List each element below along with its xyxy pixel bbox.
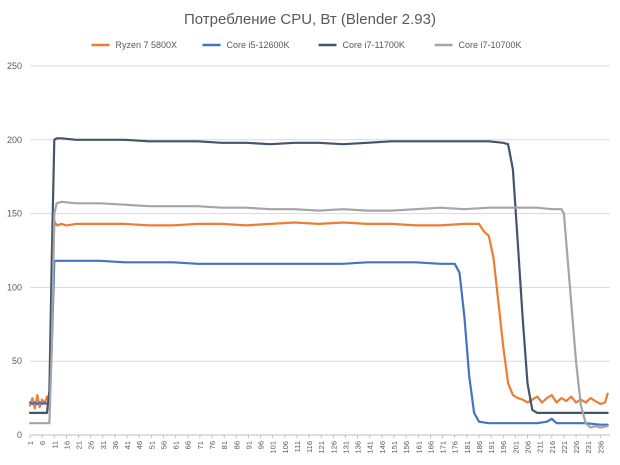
x-tick-label: 206 [523,441,532,454]
x-tick-label: 196 [499,441,508,454]
x-tick-label: 231 [584,441,593,454]
x-tick-label: 161 [414,441,423,454]
x-tick-label: 236 [596,441,605,454]
x-tick-label: 81 [220,441,229,449]
x-tick-label: 11 [50,441,59,449]
x-tick-label: 141 [366,441,375,454]
x-tick-label: 201 [511,441,520,454]
x-tick-label: 21 [75,441,84,449]
y-axis-tick-labels: 0 50 100 150 200 250 [7,61,22,440]
series-line-0 [28,219,609,410]
y-tick-label: 50 [12,356,22,366]
x-tick-label: 26 [87,441,96,449]
x-tick-label: 151 [390,441,399,454]
x-axis-tick-labels: 1 6 11 16 21 26 31 36 41 46 51 56 61 66 71 76 81 86 91 96 10… [26,435,605,454]
legend-label: Ryzen 7 5800X [116,40,178,50]
legend-label: Core i5-12600K [227,40,290,50]
x-tick-label: 191 [487,441,496,454]
chart-title: Потребление CPU, Вт (Blender 2.93) [184,11,436,28]
x-tick-label: 146 [378,441,387,454]
y-tick-label: 0 [17,430,22,440]
x-tick-label: 121 [317,441,326,454]
x-tick-label: 181 [463,441,472,454]
y-tick-label: 100 [7,282,22,292]
x-tick-label: 41 [123,441,132,449]
x-tick-label: 101 [269,441,278,454]
x-tick-label: 171 [439,441,448,454]
x-tick-label: 91 [244,441,253,449]
x-tick-label: 31 [99,441,108,449]
x-tick-label: 111 [293,441,302,452]
x-tick-label: 131 [341,441,350,454]
x-tick-label: 216 [548,441,557,454]
x-tick-label: 126 [329,441,338,454]
x-tick-label: 46 [135,441,144,449]
x-tick-label: 166 [426,441,435,454]
x-tick-label: 36 [111,441,120,449]
x-tick-label: 211 [536,441,545,453]
x-tick-label: 61 [172,441,181,449]
x-tick-label: 221 [560,441,569,454]
x-tick-label: 56 [159,441,168,449]
gridlines [30,65,610,436]
x-tick-label: 86 [232,441,241,449]
x-tick-label: 96 [257,441,266,449]
series-lines [28,137,609,429]
x-tick-label: 226 [572,441,581,454]
x-tick-label: 66 [184,441,193,449]
legend: Ryzen 7 5800X Core i5-12600K Core i7-11700… [91,40,522,50]
y-tick-label: 200 [7,135,22,145]
series-line-2 [28,137,609,414]
x-tick-label: 71 [196,441,205,449]
x-tick-label: 186 [475,441,484,454]
x-tick-label: 16 [62,441,71,449]
y-tick-label: 150 [7,209,22,219]
x-tick-label: 176 [451,441,460,454]
x-tick-label: 6 [38,441,47,445]
x-tick-label: 106 [281,441,290,454]
legend-label: Core i7-11700K [343,40,405,50]
x-tick-label: 76 [208,441,217,449]
x-tick-label: 51 [147,441,156,449]
x-tick-label: 1 [26,441,35,445]
x-tick-label: 116 [305,441,314,453]
series-line-3 [28,200,609,429]
x-tick-label: 156 [402,441,411,454]
x-tick-label: 136 [354,441,363,454]
legend-label: Core i7-10700K [459,40,522,50]
y-tick-label: 250 [7,61,22,71]
